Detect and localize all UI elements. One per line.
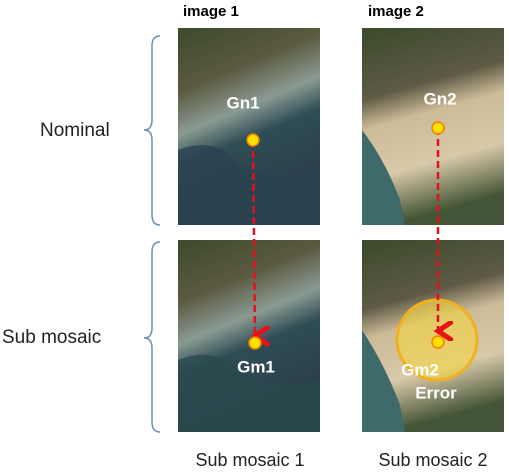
point [246,133,260,147]
column-header: image 2 [368,3,424,20]
point-label: Gm1 [237,357,275,376]
bracket [143,35,161,226]
column-header: image 1 [183,3,239,20]
row-label: Nominal [40,120,110,141]
point-label: Gm2 [401,360,439,379]
bracket [143,241,161,433]
point [431,335,445,349]
ocean [178,145,320,225]
point [431,121,445,135]
ocean [362,330,405,432]
ocean [178,354,320,432]
ocean [362,130,405,225]
error-label: Error [415,383,457,402]
point-label: Gn2 [423,89,456,108]
row-label: Sub mosaic [2,327,101,348]
point-label: Gn1 [226,93,259,112]
column-caption: Sub mosaic 1 [195,450,304,470]
point [248,336,262,350]
column-caption: Sub mosaic 2 [378,450,487,470]
